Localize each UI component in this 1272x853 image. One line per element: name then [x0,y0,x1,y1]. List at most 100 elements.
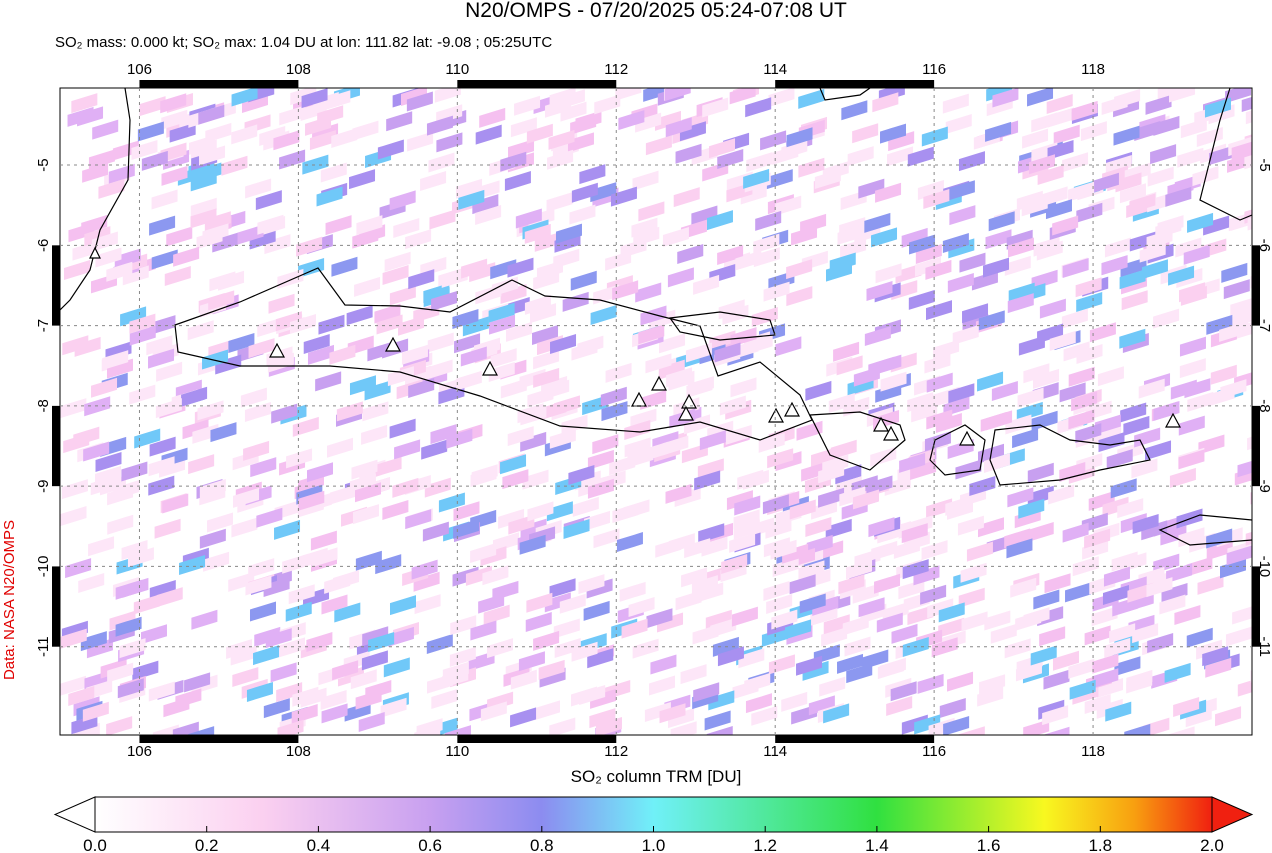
pixel [679,121,706,142]
pixel [971,270,998,291]
pixel [475,124,502,145]
pixel [502,469,529,490]
pixel [766,169,793,190]
pixel [694,470,721,491]
pixel [202,349,229,370]
pixel [735,250,762,271]
pixel [917,673,944,694]
pixel [1196,126,1223,147]
pixel [744,672,771,693]
pixel [1098,432,1125,453]
pixel [205,122,232,143]
frame-bar [1252,566,1260,647]
pixel [717,646,744,667]
pixel [949,205,976,226]
pixel [479,107,506,128]
pixel [305,115,332,136]
pixel [1022,128,1049,149]
pixel [1048,484,1075,505]
pixel [256,507,283,528]
pixel [587,449,614,470]
pixel [1109,623,1136,644]
pixel [1147,166,1174,187]
pixel [875,182,902,203]
pixel [137,121,164,142]
pixel [1052,650,1079,671]
pixel [427,332,454,353]
pixel [1126,669,1153,690]
pixel [1112,596,1139,617]
pixel [389,595,416,616]
pixel [907,392,934,413]
pixel [115,579,142,600]
pixel [510,707,537,728]
pixel [771,609,798,630]
pixel [86,638,113,659]
pixel [71,93,98,114]
pixel [249,229,276,250]
pixel [544,592,571,613]
pixel [592,434,619,455]
pixel [926,498,953,519]
pixel [455,370,482,391]
pixel [858,178,885,199]
pixel [1115,172,1142,193]
pixel [190,208,217,229]
pixel [549,578,576,599]
pixel [1010,577,1037,598]
pixel [1119,183,1146,204]
pixel [60,628,87,649]
pixel [88,149,115,170]
pixel [292,416,319,437]
pixel [887,146,914,167]
pixel [179,554,206,575]
pixel [162,493,189,514]
pixel [758,432,785,453]
pixel [196,229,223,250]
pixel [1061,308,1088,329]
pixel [1021,196,1048,217]
pixel [107,485,134,506]
pixel [1102,584,1129,605]
pixel [249,601,276,622]
pixel [1123,415,1150,436]
pixel [731,606,758,627]
pixel [148,456,175,477]
pixel [331,256,358,277]
pixel [933,339,960,360]
pixel [374,303,401,324]
pixel [1068,658,1095,679]
pixel [389,285,416,306]
pixel [615,88,642,101]
pixel [1084,625,1111,646]
pixel [1145,94,1172,115]
pixel [289,313,316,334]
frame-bar [775,735,935,743]
pixel [899,452,926,473]
colorbar-tick-label: 1.4 [865,836,889,853]
pixel [1110,478,1137,499]
pixel [188,726,215,735]
pixel [958,726,985,735]
pixel [263,576,290,597]
pixel [890,681,917,702]
pixel [729,88,756,105]
pixel [331,127,358,148]
colorbar-tick-label: 1.8 [1088,836,1112,853]
pixel [966,541,993,562]
pixel [590,182,617,203]
pixel [1179,358,1206,379]
pixel [1204,97,1231,118]
pixel [1094,414,1121,435]
pixel [232,667,259,688]
pixel [146,335,173,356]
pixel [1033,368,1060,389]
pixel [161,165,188,186]
pixel [685,342,712,363]
pixel [1168,265,1195,286]
pixel [1146,577,1173,598]
pixel [458,189,485,210]
pixel [237,224,264,245]
pixel [231,517,258,538]
pixel [380,697,407,718]
